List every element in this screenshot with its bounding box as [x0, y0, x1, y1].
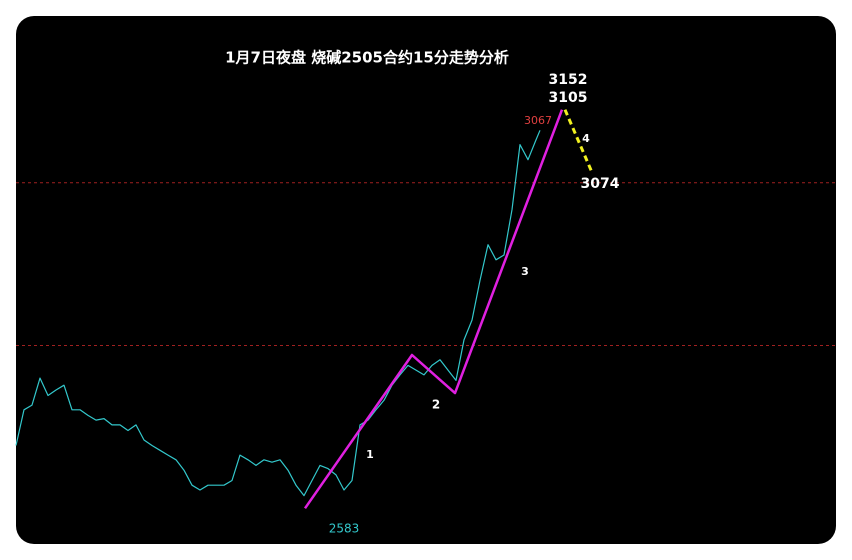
annotation: 4 [582, 132, 590, 145]
annotation: 3067 [524, 114, 552, 127]
annotation: 3105 [549, 90, 588, 106]
wave-line [303, 109, 564, 510]
annotation: 2583 [329, 522, 360, 536]
annotation: 1 [366, 448, 374, 461]
annotation: 3074 [581, 176, 620, 192]
annotation: 2 [432, 398, 440, 412]
annotation: 3 [521, 265, 529, 278]
chart-panel [16, 16, 836, 544]
chart-title: 1月7日夜盘 烧碱2505合约15分走势分析 [225, 49, 509, 67]
projection-line [563, 109, 594, 173]
annotation: 3152 [549, 72, 588, 88]
price-line [15, 130, 541, 497]
